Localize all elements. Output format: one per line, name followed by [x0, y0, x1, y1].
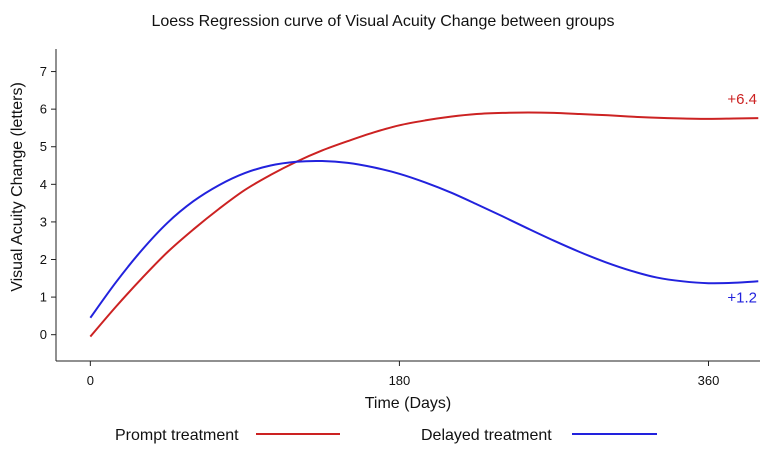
end-label-delayed: +1.2	[727, 289, 757, 306]
x-tick-label: 360	[698, 373, 720, 388]
y-tick-label: 7	[40, 64, 47, 79]
legend-label-prompt: Prompt treatment	[115, 427, 239, 444]
series-layer: +6.4 +1.2	[89, 91, 759, 338]
series-line-delayed	[89, 159, 759, 319]
y-tick-label: 5	[40, 139, 47, 154]
x-axis-label: Time (Days)	[365, 395, 452, 412]
axes	[55, 49, 760, 362]
y-tick-label: 4	[40, 177, 47, 192]
x-ticks: 0 180 360	[87, 361, 720, 388]
y-ticks: 0 1 2 3 4 5 6 7	[40, 64, 56, 342]
chart-title: Loess Regression curve of Visual Acuity …	[151, 13, 614, 30]
legend: Prompt treatment Delayed treatment	[115, 427, 657, 444]
series-line-prompt	[89, 111, 759, 338]
y-tick-label: 0	[40, 327, 47, 342]
x-tick-label: 180	[389, 373, 411, 388]
y-tick-label: 6	[40, 102, 47, 117]
y-tick-label: 2	[40, 252, 47, 267]
legend-label-delayed: Delayed treatment	[421, 427, 552, 444]
y-axis-label: Visual Acuity Change (letters)	[9, 82, 26, 292]
y-tick-label: 3	[40, 214, 47, 229]
x-tick-label: 0	[87, 373, 94, 388]
y-tick-label: 1	[40, 290, 47, 305]
end-label-prompt: +6.4	[727, 91, 757, 108]
